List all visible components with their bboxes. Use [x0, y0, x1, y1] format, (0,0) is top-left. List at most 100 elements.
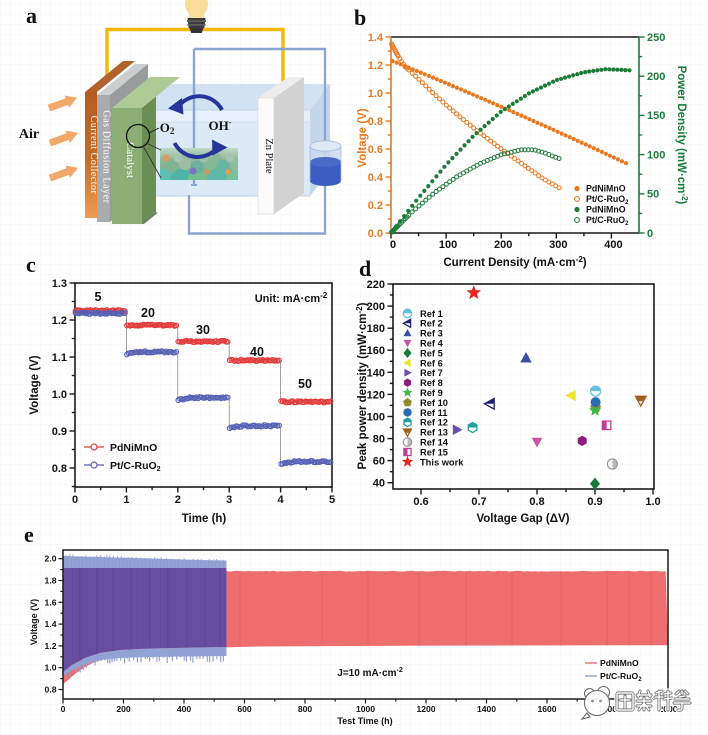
svg-text:1.0: 1.0: [45, 663, 57, 673]
svg-text:PdNiMnO: PdNiMnO: [110, 442, 157, 454]
svg-text:Gas Diffusion Layer: Gas Diffusion Layer: [101, 110, 112, 203]
svg-text:40: 40: [250, 345, 264, 359]
svg-text:1000: 1000: [356, 704, 375, 714]
svg-text:1.4: 1.4: [45, 619, 57, 629]
svg-text:d: d: [359, 256, 371, 281]
svg-text:20: 20: [141, 306, 155, 320]
svg-text:Ref 1: Ref 1: [420, 309, 443, 319]
svg-text:0.9: 0.9: [587, 496, 602, 508]
svg-text:1600: 1600: [537, 704, 556, 714]
svg-text:Ref 2: Ref 2: [420, 319, 443, 329]
svg-text:3: 3: [226, 494, 232, 506]
svg-text:250: 250: [647, 32, 665, 44]
svg-text:Ref 3: Ref 3: [420, 329, 443, 339]
svg-text:600: 600: [237, 704, 252, 714]
svg-text:180: 180: [367, 323, 385, 335]
svg-text:200: 200: [367, 301, 385, 313]
svg-text:Current Collector: Current Collector: [88, 116, 99, 195]
svg-text:5: 5: [95, 290, 102, 304]
svg-text:100: 100: [647, 149, 665, 161]
svg-text:140: 140: [367, 367, 385, 379]
svg-text:0: 0: [61, 704, 66, 714]
svg-text:Time (h): Time (h): [182, 513, 227, 525]
svg-text:Unit: mA·cm-2: Unit: mA·cm-2: [255, 291, 328, 305]
svg-text:5: 5: [329, 494, 335, 506]
svg-text:120: 120: [367, 389, 385, 401]
svg-text:200: 200: [494, 239, 512, 251]
svg-text:0.0: 0.0: [368, 228, 383, 240]
svg-text:Ref 7: Ref 7: [420, 368, 443, 378]
svg-text:2: 2: [175, 494, 181, 506]
svg-text:Ref 8: Ref 8: [420, 378, 443, 388]
svg-text:Ref 9: Ref 9: [420, 388, 443, 398]
svg-text:PdNiMnO: PdNiMnO: [586, 205, 626, 215]
svg-text:50: 50: [298, 377, 312, 391]
svg-text:Ref 11: Ref 11: [420, 408, 447, 418]
svg-text:0: 0: [72, 494, 78, 506]
svg-text:0.9: 0.9: [52, 426, 67, 438]
svg-text:1400: 1400: [477, 704, 496, 714]
svg-text:Pt/C-RuO2: Pt/C-RuO2: [586, 194, 629, 206]
svg-text:300: 300: [549, 239, 567, 251]
svg-text:OH-: OH-: [209, 118, 232, 133]
svg-text:0: 0: [390, 239, 396, 251]
svg-text:1.2: 1.2: [52, 315, 67, 327]
svg-text:1.6: 1.6: [45, 597, 57, 607]
svg-text:40: 40: [373, 478, 385, 490]
svg-text:0.8: 0.8: [529, 496, 544, 508]
svg-text:400: 400: [604, 239, 622, 251]
svg-text:1.2: 1.2: [45, 641, 57, 651]
svg-text:0.7: 0.7: [471, 496, 486, 508]
svg-text:Ref 12: Ref 12: [420, 418, 448, 428]
svg-text:PdNiMnO: PdNiMnO: [600, 658, 639, 668]
svg-text:800: 800: [298, 704, 313, 714]
svg-text:0.2: 0.2: [368, 200, 383, 212]
svg-text:1.1: 1.1: [52, 352, 67, 364]
svg-text:1.3: 1.3: [52, 278, 67, 290]
svg-text:Voltage (V): Voltage (V): [29, 355, 41, 414]
svg-text:Ref 13: Ref 13: [420, 428, 448, 438]
svg-text:0.8: 0.8: [52, 463, 67, 475]
svg-text:Ref 14: Ref 14: [420, 438, 449, 448]
svg-text:0.8: 0.8: [368, 116, 383, 128]
svg-text:1.0: 1.0: [645, 496, 660, 508]
svg-text:Air: Air: [19, 127, 39, 142]
svg-text:80: 80: [373, 434, 385, 446]
svg-text:100: 100: [367, 412, 385, 424]
svg-text:220: 220: [367, 279, 385, 291]
svg-text:60: 60: [373, 456, 385, 468]
svg-text:150: 150: [647, 110, 665, 122]
svg-text:Pt/C-RuO2: Pt/C-RuO2: [586, 215, 629, 227]
svg-text:Ref 10: Ref 10: [420, 398, 448, 408]
svg-text:PdNiMnO: PdNiMnO: [586, 184, 626, 194]
svg-text:Zn Plate: Zn Plate: [263, 138, 274, 174]
svg-text:Catalyst: Catalyst: [124, 142, 136, 178]
svg-text:0.6: 0.6: [413, 496, 428, 508]
svg-text:1.0: 1.0: [52, 389, 67, 401]
svg-text:Current Density (mA·cm-2): Current Density (mA·cm-2): [443, 255, 586, 269]
svg-text:1: 1: [123, 494, 129, 506]
svg-text:J=10 mA·cm-2: J=10 mA·cm-2: [337, 667, 403, 679]
svg-text:e: e: [24, 522, 34, 547]
svg-text:This work: This work: [420, 457, 464, 467]
svg-text:0.8: 0.8: [45, 685, 57, 695]
svg-text:0.4: 0.4: [368, 172, 384, 184]
svg-text:Ref 15: Ref 15: [420, 447, 448, 457]
svg-text:2.0: 2.0: [45, 554, 57, 564]
svg-text:400: 400: [177, 704, 192, 714]
svg-text:30: 30: [196, 323, 210, 337]
svg-text:50: 50: [647, 189, 659, 201]
svg-text:c: c: [26, 252, 36, 277]
svg-text:4: 4: [278, 494, 285, 506]
svg-text:200: 200: [116, 704, 131, 714]
svg-text:Test Time (h): Test Time (h): [337, 716, 392, 726]
svg-text:1.0: 1.0: [368, 88, 383, 100]
svg-text:200: 200: [647, 71, 665, 83]
svg-text:0.6: 0.6: [368, 144, 383, 156]
svg-text:Power Density (mW·cm-2): Power Density (mW·cm-2): [675, 66, 689, 205]
svg-text:Voltage Gap (ΔV): Voltage Gap (ΔV): [476, 513, 569, 525]
svg-text:160: 160: [367, 345, 385, 357]
svg-text:Ref 5: Ref 5: [420, 348, 443, 358]
svg-text:Ref 4: Ref 4: [420, 339, 444, 349]
svg-text:Pt/C-RuO2: Pt/C-RuO2: [600, 671, 642, 683]
